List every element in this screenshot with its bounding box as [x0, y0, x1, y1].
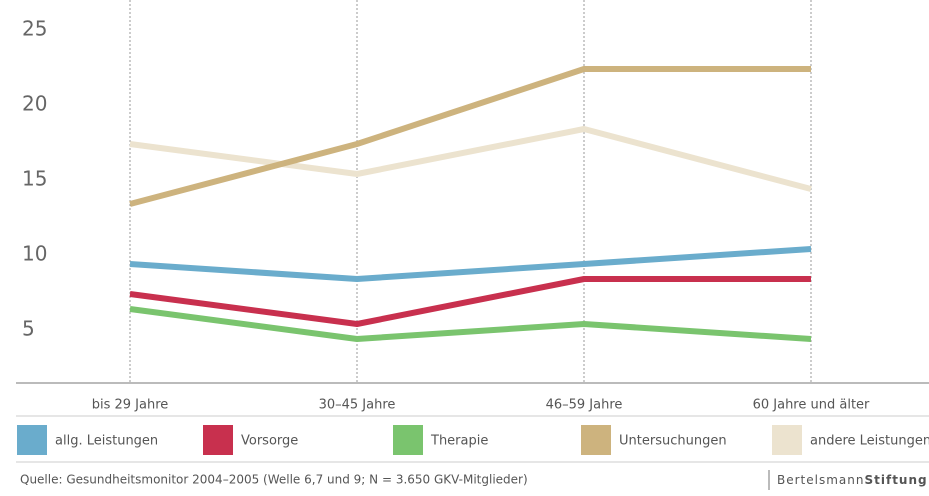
logo-part: Bertelsmann [777, 473, 864, 487]
x-tick-label: bis 29 Jahre [92, 398, 169, 413]
legend-label: allg. Leistungen [55, 434, 158, 449]
legend-label: Therapie [430, 434, 488, 449]
x-tick-label: 60 Jahre und älter [753, 398, 870, 413]
source-note: Quelle: Gesundheitsmonitor 2004–2005 (We… [20, 473, 528, 487]
y-tick-label: 20 [22, 92, 47, 116]
legend-swatch [203, 425, 233, 455]
logo: BertelsmannStiftung [777, 473, 928, 487]
y-tick-label: 25 [22, 17, 47, 41]
legend-swatch [393, 425, 423, 455]
series-line [129, 126, 812, 192]
legend-label: Vorsorge [241, 434, 298, 449]
x-tick-label: 30–45 Jahre [319, 398, 396, 413]
legend-label: andere Leistungen [810, 434, 929, 449]
legend-swatch [17, 425, 47, 455]
x-tick-label: 46–59 Jahre [546, 398, 623, 413]
legend-swatch [772, 425, 802, 455]
y-tick-label: 5 [22, 317, 35, 341]
series-line [129, 276, 811, 327]
y-tick-label: 15 [22, 167, 47, 191]
legend-swatch [581, 425, 611, 455]
series-line [129, 66, 811, 207]
legend-label: Untersuchungen [619, 434, 727, 449]
series-line [129, 246, 812, 282]
logo-part: Stiftung [864, 473, 927, 487]
series-line [129, 306, 812, 342]
y-tick-label: 10 [22, 242, 47, 266]
